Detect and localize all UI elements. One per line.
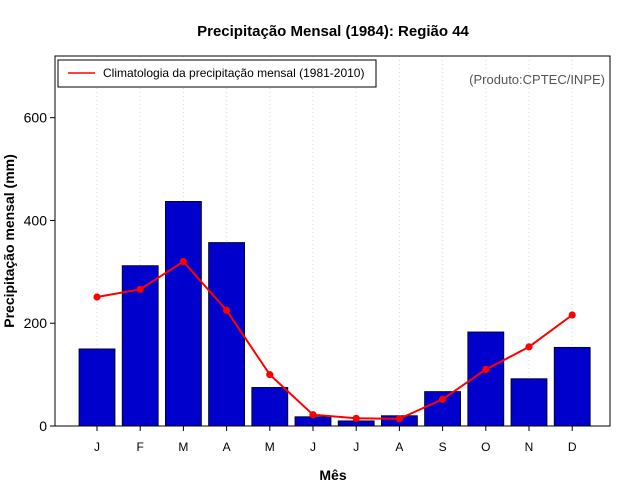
- y-axis: 0 200 400 600: [24, 110, 55, 434]
- x-tick-label-7: A: [395, 440, 403, 454]
- bar-4: [251, 387, 289, 427]
- climatology-line: [96, 260, 573, 420]
- x-tick-label-3: A: [223, 440, 231, 454]
- x-tick-label-4: M: [265, 440, 275, 454]
- x-tick-label-8: S: [439, 440, 447, 454]
- y-tick-label-3: 600: [24, 110, 48, 126]
- bar-11: [553, 346, 591, 427]
- climatology-point-11: [568, 311, 576, 319]
- source-credit: (Produto:CPTEC/INPE): [469, 72, 605, 87]
- bar-10: [510, 378, 548, 427]
- bar-series: [78, 201, 591, 427]
- legend-label: Climatologia da precipitação mensal (198…: [103, 66, 364, 80]
- x-tick-label-11: D: [568, 440, 577, 454]
- x-tick-label-6: J: [353, 440, 359, 454]
- legend: Climatologia da precipitação mensal (198…: [57, 59, 377, 88]
- x-tick-label-1: F: [137, 440, 144, 454]
- climatology-point-10: [525, 343, 533, 351]
- y-axis-title: Precipitação mensal (mm): [1, 154, 17, 328]
- y-tick-label-0: 0: [39, 418, 47, 434]
- climatology-point-4: [266, 371, 274, 379]
- chart-title: Precipitação Mensal (1984): Região 44: [197, 23, 469, 40]
- bar-9: [467, 331, 505, 427]
- bar-2: [164, 201, 202, 427]
- bar-3: [208, 242, 246, 427]
- climatology-point-7: [395, 415, 403, 423]
- x-axis-title: Mês: [319, 467, 346, 483]
- climatology-point-6: [352, 414, 360, 422]
- climatology-point-0: [93, 293, 101, 301]
- climatology-point-1: [136, 285, 144, 293]
- climatology-point-3: [223, 306, 231, 314]
- y-tick-label-1: 200: [24, 315, 48, 331]
- x-tick-label-2: M: [178, 440, 188, 454]
- x-tick-label-0: J: [94, 440, 100, 454]
- climatology-point-5: [309, 411, 317, 419]
- legend-box: [57, 59, 377, 88]
- x-tick-label-10: N: [525, 440, 534, 454]
- climatology-point-2: [179, 257, 187, 266]
- x-tick-label-5: J: [310, 440, 316, 454]
- x-tick-label-9: O: [481, 440, 490, 454]
- climatology-line-series: [93, 257, 576, 423]
- climatology-point-9: [482, 365, 490, 374]
- plot-frame: [54, 55, 611, 427]
- bar-0: [78, 348, 116, 427]
- y-tick-label-2: 400: [24, 212, 48, 228]
- climatology-point-8: [439, 395, 447, 403]
